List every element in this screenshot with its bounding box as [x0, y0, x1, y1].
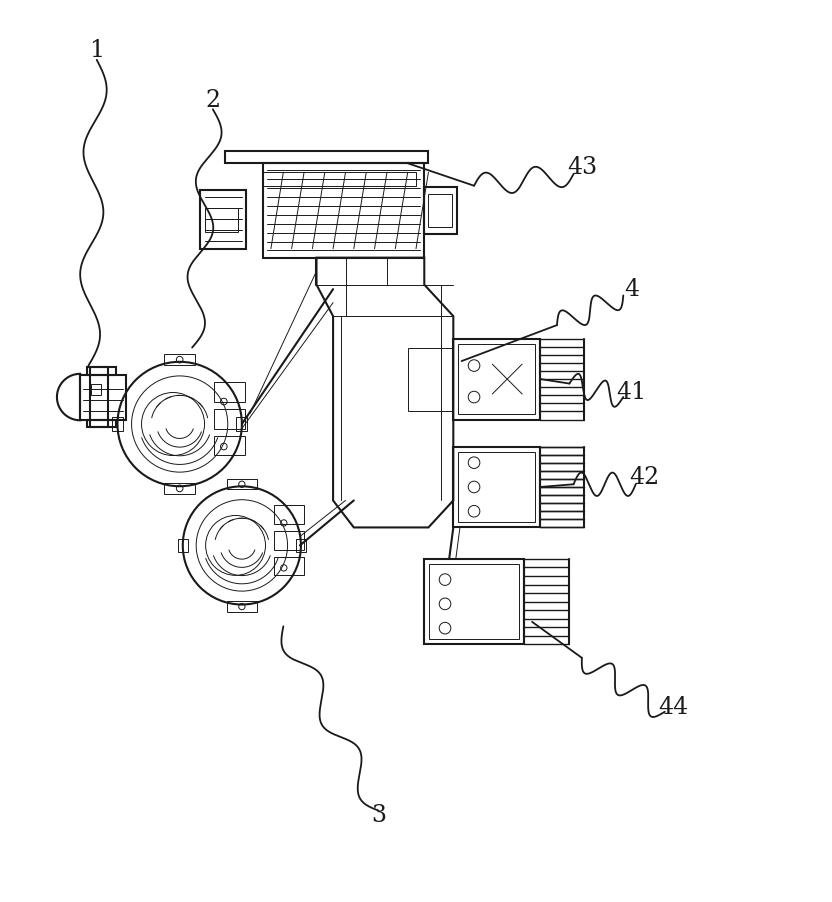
Bar — [295, 538, 306, 552]
Bar — [90, 367, 108, 427]
Bar — [263, 163, 424, 258]
Bar — [275, 505, 305, 524]
Bar — [453, 338, 540, 419]
Text: 2: 2 — [206, 88, 220, 112]
Bar — [227, 479, 257, 490]
Text: 3: 3 — [371, 804, 386, 827]
Bar — [453, 446, 540, 528]
Bar — [428, 194, 452, 227]
Bar — [87, 367, 116, 374]
Bar — [225, 151, 428, 163]
Bar — [408, 347, 453, 410]
Bar — [429, 565, 519, 639]
Text: 41: 41 — [617, 381, 646, 404]
Bar — [263, 172, 416, 186]
Bar — [424, 187, 458, 234]
Bar — [201, 190, 246, 249]
Bar — [112, 417, 123, 431]
Bar — [164, 354, 196, 365]
Bar — [80, 374, 126, 419]
Text: 43: 43 — [567, 156, 597, 179]
Text: 1: 1 — [89, 40, 104, 62]
Bar — [214, 436, 245, 456]
Bar — [87, 419, 116, 427]
Bar — [214, 409, 245, 428]
Bar — [214, 382, 245, 401]
Bar — [91, 384, 101, 395]
Text: 42: 42 — [629, 466, 659, 490]
Text: 44: 44 — [658, 695, 688, 719]
Bar — [275, 531, 305, 549]
Bar — [458, 344, 536, 414]
Text: 4: 4 — [624, 278, 639, 300]
Bar — [164, 483, 196, 493]
Bar — [424, 559, 524, 644]
Bar — [177, 538, 188, 552]
Bar — [458, 452, 536, 522]
Bar — [236, 417, 247, 431]
Bar — [275, 557, 305, 575]
Bar — [227, 602, 257, 612]
Bar — [205, 208, 238, 233]
